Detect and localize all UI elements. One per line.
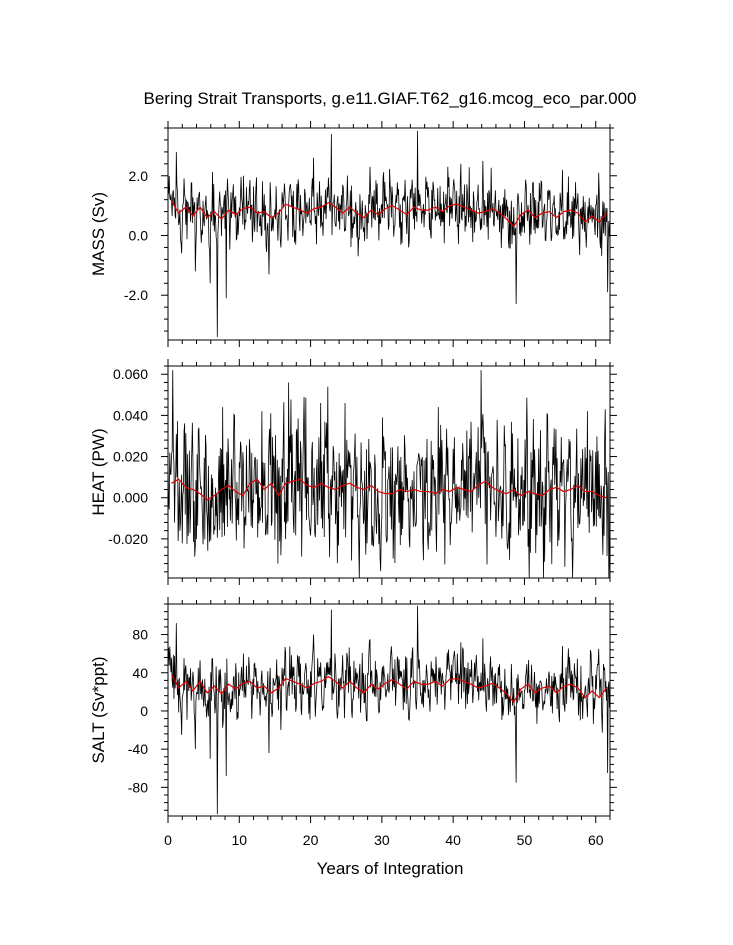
mass-y-tick-label: 2.0 xyxy=(129,168,149,184)
salt-annual-mean-line xyxy=(171,674,607,704)
salt-y-axis-label: SALT (Sv*ppt) xyxy=(89,656,108,763)
x-axis-label: Years of Integration xyxy=(317,859,464,878)
mass-plot-area xyxy=(168,130,610,338)
heat-y-tick-label: 0.020 xyxy=(113,449,148,465)
mass-panel: 2.0 0.0 -2.0 MASS (Sv) xyxy=(89,121,617,347)
heat-axes-frame xyxy=(167,365,611,579)
salt-y-tick-label: 80 xyxy=(132,627,148,643)
heat-plot-area xyxy=(168,370,610,578)
heat-y-axis-label: HEAT (PW) xyxy=(89,428,108,515)
salt-x-tick-label: 60 xyxy=(588,832,604,848)
salt-x-tick-label: 0 xyxy=(164,832,172,848)
salt-x-tick-label: 50 xyxy=(517,832,533,848)
chart-title: Bering Strait Transports, g.e11.GIAF.T62… xyxy=(144,89,637,108)
mass-y-tick-label: -2.0 xyxy=(124,287,148,303)
salt-monthly-series-line xyxy=(168,605,610,815)
heat-y-tick-label: 0.060 xyxy=(113,366,148,382)
salt-y-tick-label: -40 xyxy=(128,741,148,757)
mass-axes-frame xyxy=(167,127,611,341)
heat-y-tick-label: 0.040 xyxy=(113,407,148,423)
heat-y-tick-label: -0.020 xyxy=(108,531,148,547)
mass-annual-mean-line xyxy=(171,200,607,228)
salt-y-tick-label: 0 xyxy=(140,703,148,719)
heat-annual-mean-line xyxy=(171,478,607,501)
mass-monthly-series-line xyxy=(168,130,610,338)
salt-x-tick-label: 40 xyxy=(445,832,461,848)
salt-x-tick-label: 30 xyxy=(374,832,390,848)
heat-monthly-series-line xyxy=(168,370,610,578)
mass-y-axis-label: MASS (Sv) xyxy=(89,192,108,276)
heat-y-tick-label: 0.000 xyxy=(113,490,148,506)
salt-panel: 80 40 0 -40 -80 SALT (Sv*ppt) 0 10 20 30 40 50 60 xyxy=(89,597,617,848)
salt-y-tick-label: 40 xyxy=(132,665,148,681)
salt-x-tick-label: 10 xyxy=(232,832,248,848)
salt-x-tick-label: 20 xyxy=(303,832,319,848)
salt-axes-frame xyxy=(167,603,611,817)
salt-plot-area xyxy=(168,605,610,815)
mass-y-tick-label: 0.0 xyxy=(129,227,149,243)
salt-y-tick-label: -80 xyxy=(128,779,148,795)
